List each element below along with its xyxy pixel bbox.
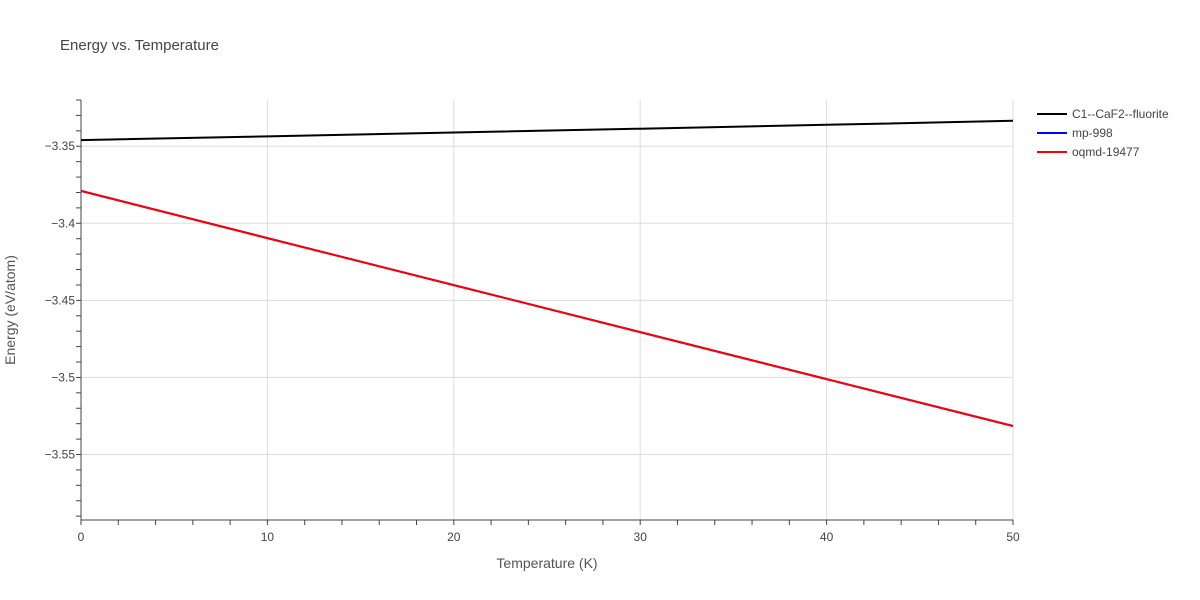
x-tick-label: 20	[447, 530, 461, 544]
x-tick-label: 30	[634, 530, 648, 544]
x-tick-label: 40	[820, 530, 834, 544]
legend-label: oqmd-19477	[1072, 145, 1140, 159]
y-tick-label: −3.35	[45, 139, 76, 153]
y-tick-label: −3.5	[51, 370, 75, 384]
series-line-c1-caf2-fluorite	[80, 119, 1014, 142]
grid	[81, 100, 1014, 520]
y-tick-label: −3.55	[45, 447, 76, 461]
series-lines	[80, 119, 1014, 427]
x-tick-label: 50	[1006, 530, 1020, 544]
x-tick-label: 0	[78, 530, 85, 544]
y-tick-label: −3.4	[51, 216, 75, 230]
chart-title: Energy vs. Temperature	[60, 37, 219, 54]
x-axis-title: Temperature (K)	[496, 555, 597, 571]
y-axis-title: Energy (eV/atom)	[2, 255, 18, 365]
legend-label: C1--CaF2--fluorite	[1072, 107, 1169, 121]
y-tick-label: −3.45	[45, 293, 76, 307]
axes: 0 10 20 30 40 50 −3.35 −3.4 −3.45 −3.5 −3.55	[45, 99, 1020, 544]
legend-label: mp-998	[1072, 126, 1113, 140]
legend: C1--CaF2--fluorite mp-998 oqmd-19477	[1037, 107, 1169, 159]
series-line-oqmd-19477	[80, 189, 1014, 427]
x-tick-label: 10	[261, 530, 275, 544]
